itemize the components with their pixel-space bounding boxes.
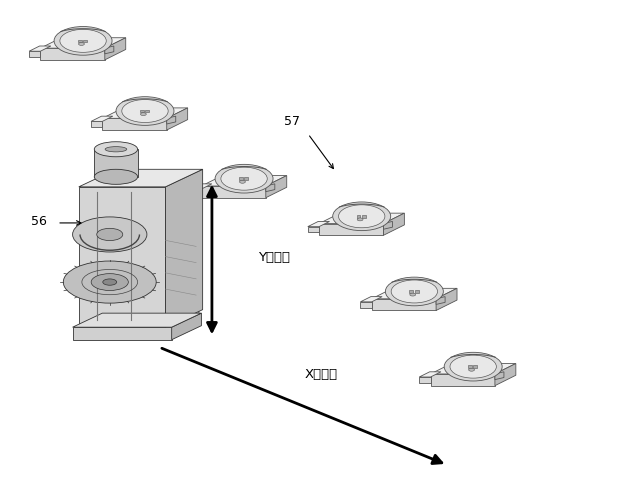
Polygon shape xyxy=(362,215,366,218)
Ellipse shape xyxy=(468,368,475,371)
Ellipse shape xyxy=(221,167,267,190)
Polygon shape xyxy=(372,288,457,299)
Polygon shape xyxy=(495,363,516,386)
Polygon shape xyxy=(78,39,81,42)
Ellipse shape xyxy=(105,147,127,152)
Ellipse shape xyxy=(357,218,363,221)
Polygon shape xyxy=(239,177,243,180)
Polygon shape xyxy=(266,175,287,198)
Polygon shape xyxy=(190,184,212,189)
Polygon shape xyxy=(40,38,126,48)
Text: 56: 56 xyxy=(30,215,47,228)
Polygon shape xyxy=(73,313,202,327)
Polygon shape xyxy=(104,38,126,60)
Polygon shape xyxy=(436,288,457,310)
Polygon shape xyxy=(73,327,172,340)
Polygon shape xyxy=(360,297,382,302)
Polygon shape xyxy=(91,116,113,121)
Ellipse shape xyxy=(338,205,385,228)
Polygon shape xyxy=(244,177,248,180)
Polygon shape xyxy=(436,297,445,304)
Ellipse shape xyxy=(450,355,496,378)
Polygon shape xyxy=(473,365,477,368)
Ellipse shape xyxy=(215,164,273,193)
Polygon shape xyxy=(79,187,165,327)
Ellipse shape xyxy=(78,42,85,45)
Polygon shape xyxy=(383,221,392,229)
Polygon shape xyxy=(308,227,319,232)
Polygon shape xyxy=(360,302,372,307)
Ellipse shape xyxy=(97,228,123,240)
Polygon shape xyxy=(202,186,266,198)
Ellipse shape xyxy=(103,279,117,285)
Polygon shape xyxy=(167,108,188,130)
Polygon shape xyxy=(29,46,51,51)
Ellipse shape xyxy=(333,202,391,231)
Polygon shape xyxy=(146,110,149,112)
Polygon shape xyxy=(468,365,472,368)
Ellipse shape xyxy=(116,97,174,125)
Polygon shape xyxy=(79,169,203,187)
Ellipse shape xyxy=(54,27,112,55)
Polygon shape xyxy=(356,215,360,218)
Polygon shape xyxy=(319,213,404,224)
Polygon shape xyxy=(83,39,87,42)
Polygon shape xyxy=(29,51,40,57)
Text: Y軸運動: Y軸運動 xyxy=(258,250,290,264)
Ellipse shape xyxy=(410,293,415,296)
Polygon shape xyxy=(495,372,504,380)
Polygon shape xyxy=(104,46,114,54)
Polygon shape xyxy=(190,189,202,195)
Ellipse shape xyxy=(386,277,443,306)
Polygon shape xyxy=(91,121,103,127)
Polygon shape xyxy=(409,290,413,293)
Ellipse shape xyxy=(122,100,168,122)
Polygon shape xyxy=(165,169,203,327)
Polygon shape xyxy=(419,372,441,377)
Ellipse shape xyxy=(239,180,245,183)
Polygon shape xyxy=(95,149,137,177)
Polygon shape xyxy=(40,48,104,60)
Ellipse shape xyxy=(444,352,502,381)
Polygon shape xyxy=(319,224,383,235)
Text: 57: 57 xyxy=(284,115,300,128)
Polygon shape xyxy=(266,184,275,192)
Polygon shape xyxy=(308,221,330,227)
Polygon shape xyxy=(419,377,430,383)
Polygon shape xyxy=(383,213,404,235)
Ellipse shape xyxy=(63,261,156,303)
Polygon shape xyxy=(172,313,202,340)
Polygon shape xyxy=(372,299,436,310)
Ellipse shape xyxy=(95,169,137,184)
Ellipse shape xyxy=(73,217,147,252)
Ellipse shape xyxy=(91,274,128,290)
Ellipse shape xyxy=(95,142,137,157)
Polygon shape xyxy=(103,108,188,118)
Polygon shape xyxy=(167,116,176,124)
Ellipse shape xyxy=(60,29,106,52)
Polygon shape xyxy=(165,217,199,320)
Ellipse shape xyxy=(391,280,437,303)
Polygon shape xyxy=(202,175,287,186)
Polygon shape xyxy=(415,290,419,293)
Ellipse shape xyxy=(141,113,146,115)
Polygon shape xyxy=(430,363,516,374)
Polygon shape xyxy=(140,110,144,112)
Polygon shape xyxy=(103,118,167,130)
Text: X軸運動: X軸運動 xyxy=(305,368,338,382)
Polygon shape xyxy=(430,374,495,386)
